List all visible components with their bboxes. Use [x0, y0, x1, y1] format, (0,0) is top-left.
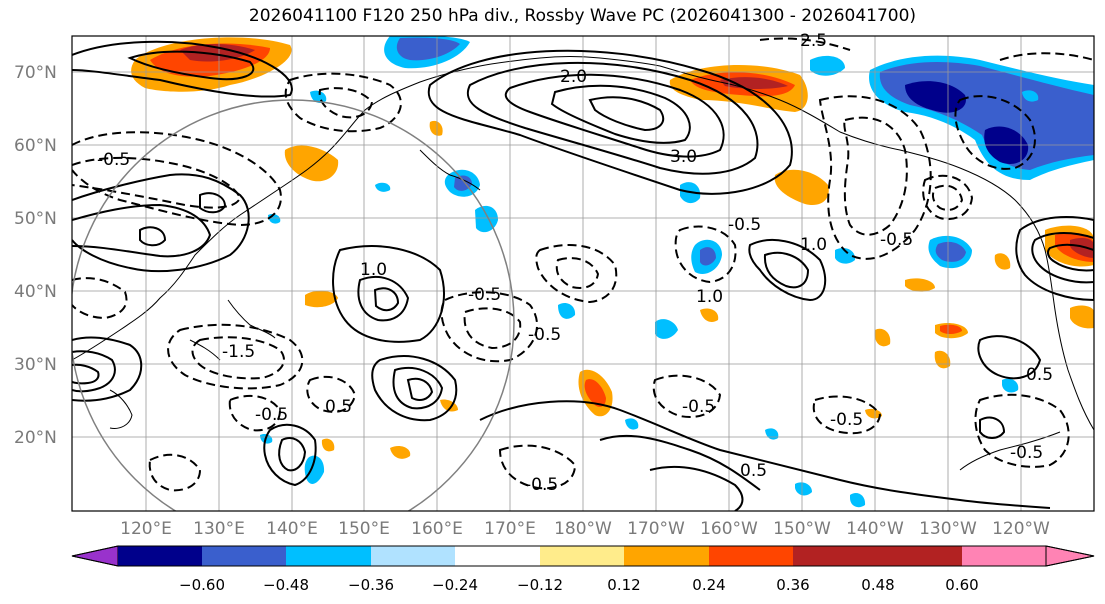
contour-label-neg-0-5-i: -0.5: [880, 230, 913, 250]
graticule: [72, 36, 1094, 511]
colorbar-tick: 0.24: [692, 576, 725, 594]
colorbar-segment: [371, 546, 455, 566]
colorbar-tick: 0.60: [945, 576, 978, 594]
lon-label-160e: 160°E: [411, 519, 463, 539]
colorbar-tick: −0.12: [517, 576, 563, 594]
lon-label-170w: 170°W: [627, 519, 685, 539]
contour-label-neg-0-5-e: -0.5: [528, 325, 561, 345]
lat-label-30: 30°N: [14, 355, 57, 375]
lon-label-140w: 140°W: [846, 519, 904, 539]
colorbar: −0.60 −0.48 −0.36 −0.24 −0.12 0.12 0.24 …: [71, 545, 1095, 594]
contour-label-neg-0-5-b: -0.5: [682, 397, 715, 417]
latitude-labels: 70°N 60°N 50°N 40°N 30°N 20°N: [14, 63, 57, 448]
lat-label-70: 70°N: [14, 63, 57, 83]
positive-contours: [72, 40, 1094, 511]
contour-label-2-0-a: 2.0: [560, 67, 587, 87]
divergence-negative-shading: [260, 36, 1094, 508]
colorbar-extend-low: [71, 545, 119, 567]
contour-labels: 3.0 2.0 1.0 -0.5 -0.5 -0.5 -0.5 -0.5 -0.…: [97, 31, 1053, 495]
lon-label-120w: 120°W: [992, 519, 1050, 539]
contour-label-neg-0-5-g: -0.5: [1010, 443, 1043, 463]
lon-label-130w: 130°W: [919, 519, 977, 539]
contour-label-1-0-c: 1.0: [360, 260, 387, 280]
lon-label-150e: 150°E: [338, 519, 390, 539]
colorbar-tick: 0.48: [861, 576, 894, 594]
contour-label-3-0: 3.0: [670, 147, 697, 167]
colorbar-segment: [286, 546, 371, 566]
colorbar-segment: [709, 546, 793, 566]
map-layers: [72, 36, 1094, 511]
colorbar-extend-high: [1045, 545, 1095, 567]
lon-label-160w: 160°W: [700, 519, 758, 539]
map-title: 2026041100 F120 250 hPa div., Rossby Wav…: [248, 6, 917, 26]
contour-label-2-5: 2.5: [800, 31, 827, 51]
colorbar-segment: [540, 546, 624, 566]
colorbar-tick-labels: −0.60 −0.48 −0.36 −0.24 −0.12 0.12 0.24 …: [179, 576, 979, 594]
colorbar-tick: −0.48: [263, 576, 309, 594]
lon-label-140e: 140°E: [266, 519, 318, 539]
contour-label-1-0-a: 1.0: [696, 287, 723, 307]
longitude-labels: 120°E 130°E 140°E 150°E 160°E 170°E 180°…: [120, 519, 1050, 539]
contour-label-0-5-b: 0.5: [1026, 365, 1053, 385]
map-frame: [71, 35, 1095, 512]
lon-label-120e: 120°E: [120, 519, 172, 539]
colorbar-segment: [962, 546, 1046, 566]
colorbar-segment: [455, 546, 540, 566]
contour-label-neg-0-5-f: -0.5: [255, 405, 288, 425]
lat-label-40: 40°N: [14, 282, 57, 302]
contour-label-neg-0-5-j: -0.5: [97, 150, 130, 170]
lat-label-50: 50°N: [14, 209, 57, 229]
lat-label-20: 20°N: [14, 428, 57, 448]
colorbar-tick: 0.12: [607, 576, 640, 594]
colorbar-segment: [793, 546, 878, 566]
contour-label-1-0-b: 1.0: [800, 235, 827, 255]
colorbar-segment: [878, 546, 962, 566]
colorbar-segment: [202, 546, 286, 566]
colorbar-segment: [624, 546, 709, 566]
region-circle: [72, 99, 515, 511]
colorbar-tick: −0.60: [179, 576, 225, 594]
contour-label-neg-1-5: -1.5: [222, 342, 255, 362]
contour-label-0-5-c: 0.5: [740, 461, 767, 481]
contour-label-neg-0-5-h: -0.5: [728, 215, 761, 235]
contour-label-neg-0-5-a: -0.5: [830, 410, 863, 430]
contour-label-0-5-a: 0.5: [325, 397, 352, 417]
negative-contours: [72, 37, 1094, 492]
colorbar-tick: −0.36: [348, 576, 394, 594]
contour-label-neg-0-5-c: -0.5: [525, 475, 558, 495]
colorbar-segment: [118, 546, 202, 566]
colorbar-outline: [71, 545, 1095, 567]
colorbar-tick: −0.24: [432, 576, 478, 594]
lon-label-180w: 180°W: [554, 519, 612, 539]
lon-label-170e: 170°E: [484, 519, 536, 539]
lon-label-130e: 130°E: [193, 519, 245, 539]
lat-label-60: 60°N: [14, 136, 57, 156]
contour-label-neg-0-5-d: -0.5: [468, 285, 501, 305]
lon-label-150w: 150°W: [773, 519, 831, 539]
colorbar-tick: 0.36: [776, 576, 809, 594]
